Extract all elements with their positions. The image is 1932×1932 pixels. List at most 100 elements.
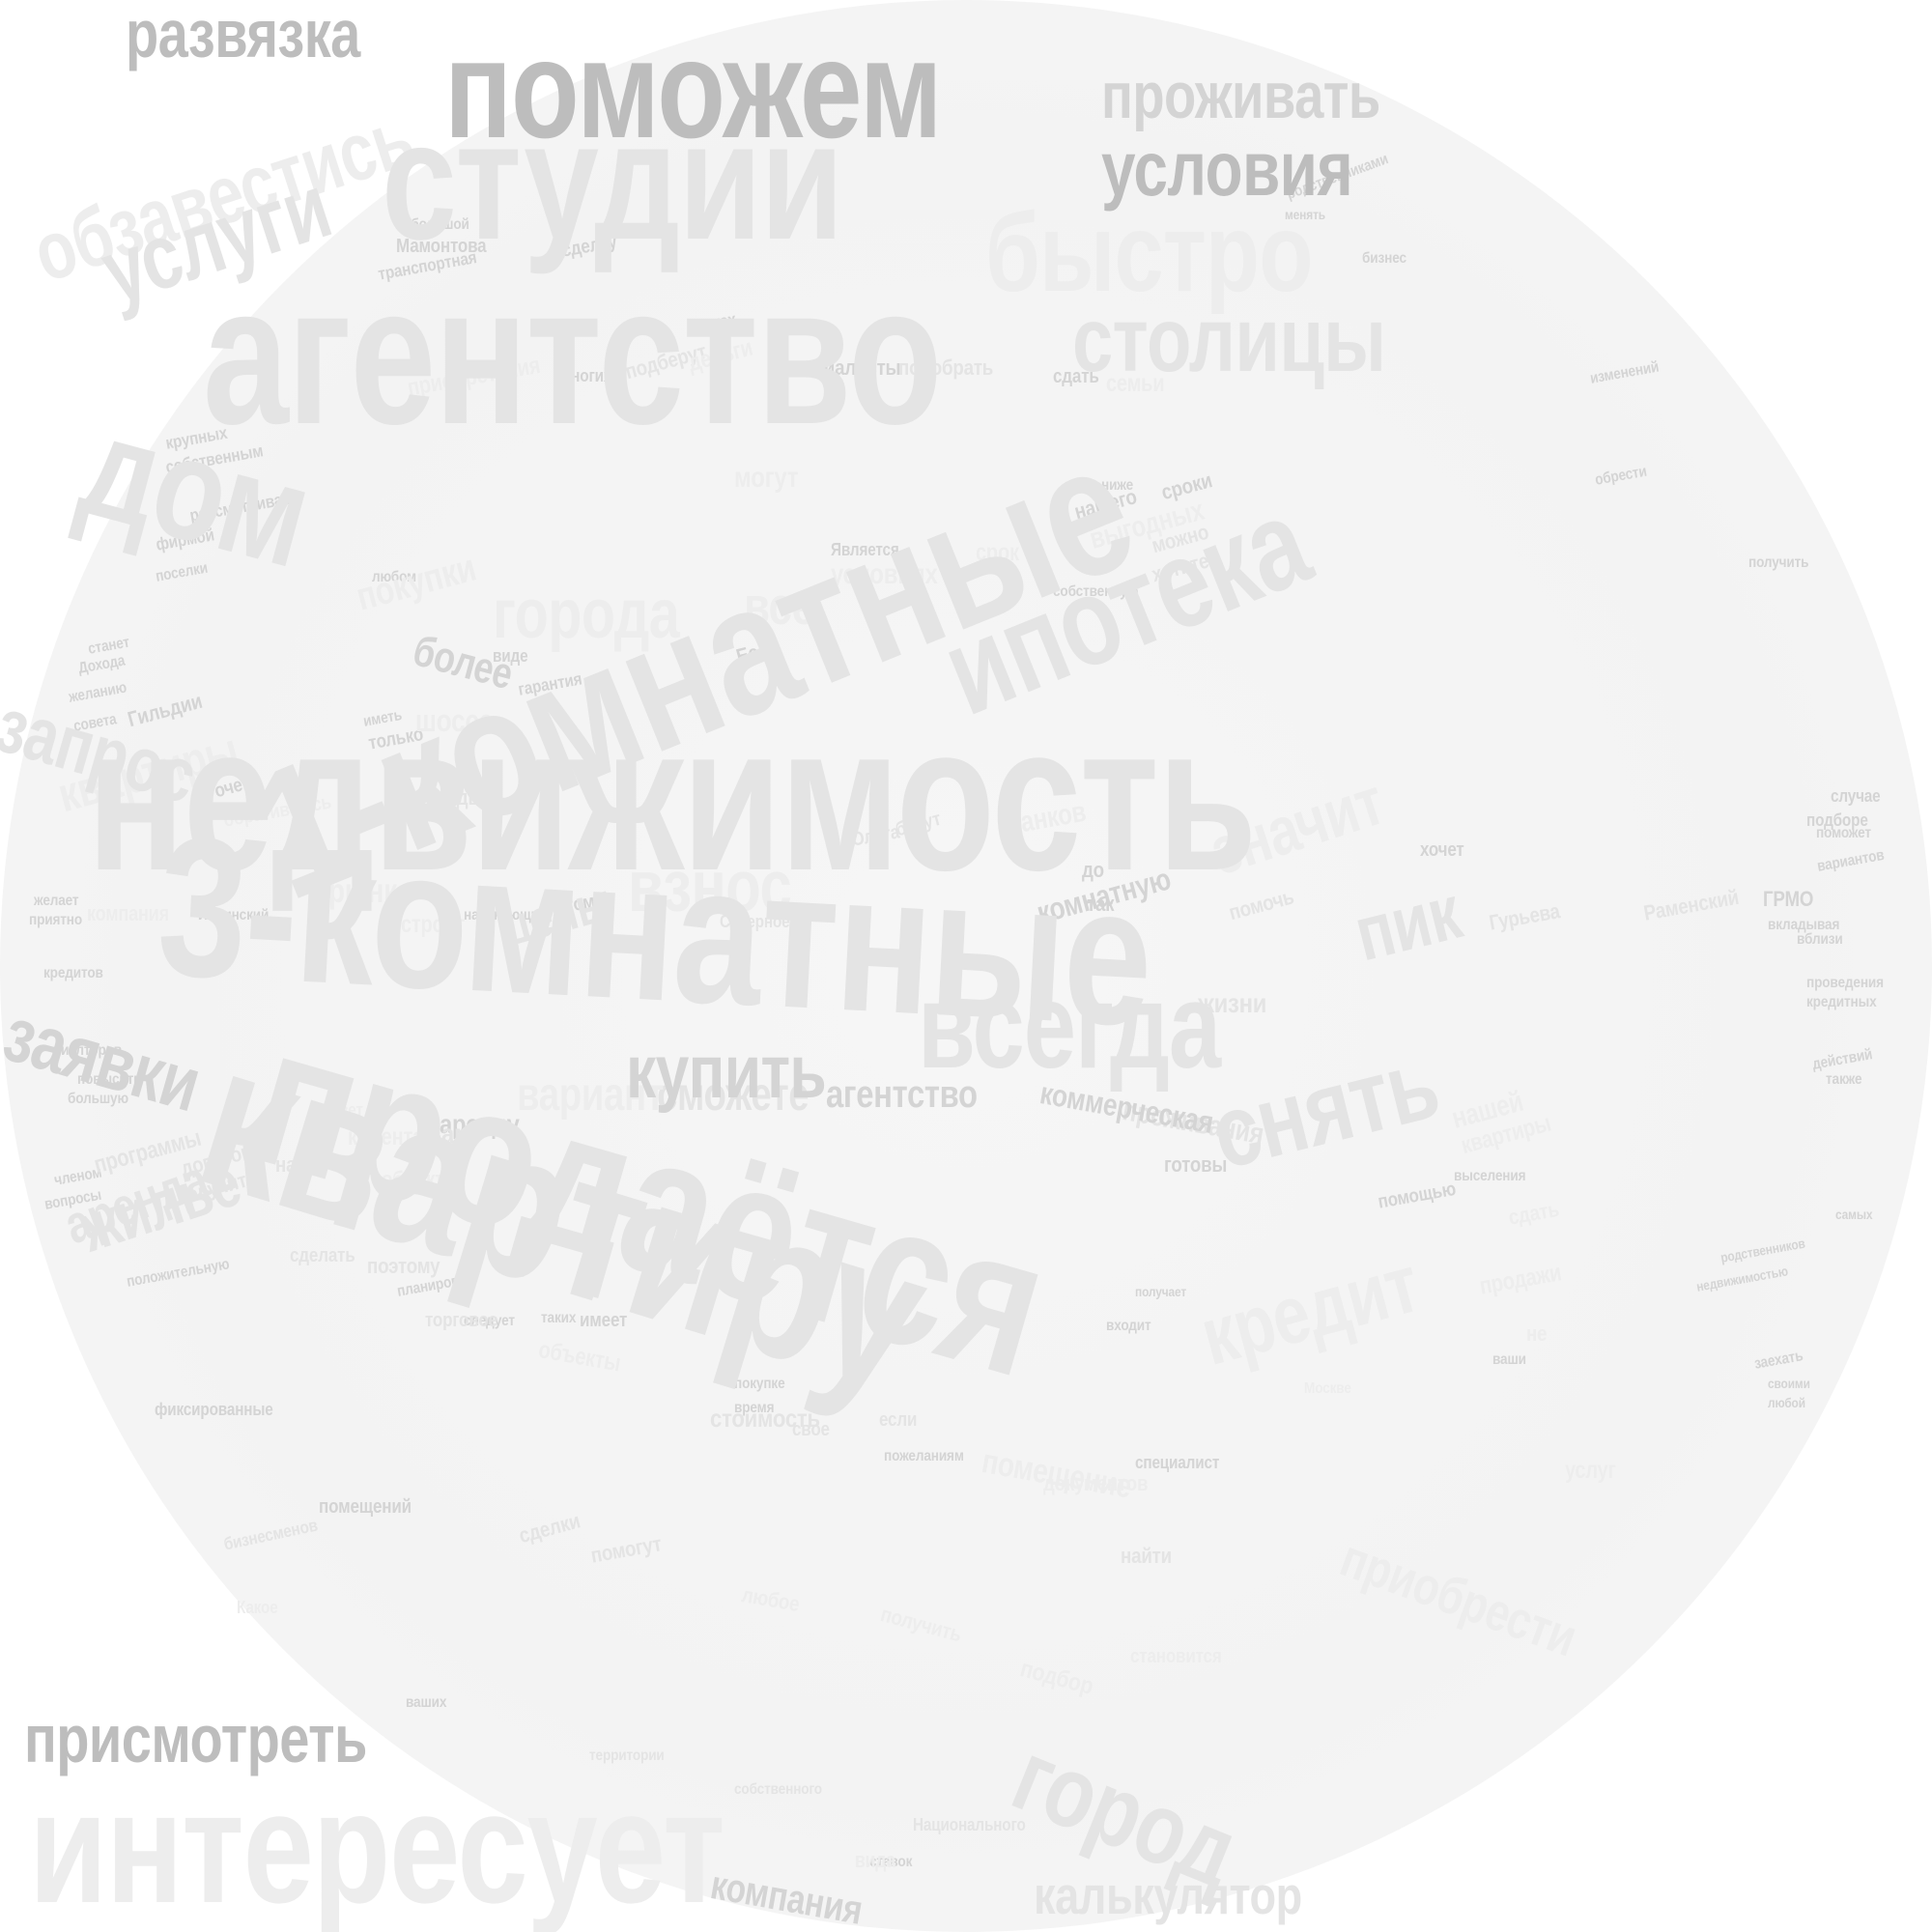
- cloud-word-vashih: ваших: [406, 1694, 447, 1711]
- cloud-word-priyatno: приятно: [29, 912, 83, 928]
- cloud-word-kreditnyh: кредитных: [1806, 994, 1877, 1010]
- cloud-word-hochet: хочет: [1420, 839, 1464, 861]
- cloud-word-sleduet: следует: [464, 1313, 515, 1329]
- cloud-word-severnoe: Северное: [720, 912, 790, 931]
- cloud-word-nacionalnogo: Национального: [913, 1815, 1026, 1834]
- cloud-word-svoe: свое: [792, 1419, 830, 1440]
- cloud-word-nachinayuschih: начинающих: [464, 907, 547, 923]
- cloud-word-nami: нами: [275, 1152, 321, 1177]
- cloud-word-studii: студии: [382, 87, 843, 275]
- cloud-word-tak: так: [1087, 892, 1115, 916]
- cloud-word-vse: все: [744, 576, 815, 636]
- cloud-word-mnogih: многих: [560, 366, 612, 385]
- cloud-word-smozhete: сможете: [657, 1069, 810, 1121]
- cloud-word-prozhivat: проживать: [1101, 59, 1380, 132]
- cloud-word-podobrat: подобрать: [898, 355, 994, 380]
- cloud-word-biznes: бизнес: [1362, 250, 1406, 267]
- cloud-word-lyuboj: любой: [1768, 1395, 1805, 1410]
- cloud-word-arendy: аренды: [415, 785, 484, 810]
- cloud-word-arendu: аренду: [440, 1109, 520, 1139]
- cloud-word-kogda: вида: [855, 1848, 895, 1872]
- cloud-word-stanovitsya: становится: [1130, 1646, 1222, 1667]
- cloud-word-nizhe: ниже: [1101, 477, 1134, 494]
- cloud-word-kreditov: кредитов: [43, 965, 103, 981]
- cloud-word-rieltorov: риэлторов: [53, 1042, 123, 1059]
- cloud-word-podbore: подборе: [1806, 810, 1868, 830]
- cloud-word-lyubom: любом: [372, 569, 416, 585]
- cloud-word-nedvizhimost: недвижимость: [87, 681, 1257, 914]
- cloud-word-taki: таких: [541, 1310, 577, 1326]
- cloud-word-sdelat: сделать: [290, 1245, 355, 1266]
- cloud-word-fiksirovannye: фиксированные: [155, 1400, 273, 1419]
- cloud-word-mamontova: Мамонтова: [396, 236, 487, 257]
- cloud-word-vam: Вам: [425, 1119, 471, 1149]
- cloud-word-bolshuyu: большую: [68, 1091, 128, 1107]
- cloud-word-stavok: ставок: [869, 1854, 913, 1870]
- cloud-word-variant: вариант: [517, 1069, 665, 1121]
- cloud-word-uslovijah: условиях: [831, 558, 938, 590]
- cloud-word-territorii: территории: [589, 1747, 665, 1764]
- cloud-word-vkladyvaya: вкладывая: [1768, 917, 1840, 933]
- cloud-word-gotovy: готовы: [1164, 1152, 1228, 1177]
- cloud-word-provedeniya: проведения: [1806, 975, 1884, 991]
- cloud-word-poluchaet: получает: [1135, 1284, 1187, 1299]
- cloud-word-razvyazka: развязка: [126, 0, 360, 71]
- cloud-word-torgovoe: торговое: [425, 1310, 497, 1331]
- cloud-word-pomeschenij: помещений: [319, 1496, 412, 1518]
- cloud-word-agentstvo2: агентство: [826, 1073, 978, 1116]
- cloud-word-pomozhem: поможем: [444, 11, 943, 167]
- cloud-word-dokumentov: документов: [1043, 1471, 1149, 1495]
- cloud-word-svoimi: своими: [1768, 1376, 1810, 1391]
- cloud-word-ne: не: [1526, 1321, 1548, 1346]
- cloud-word-samyh: самых: [1835, 1207, 1873, 1222]
- cloud-word-pomozhet: поможет: [1816, 825, 1871, 841]
- cloud-word-bystro: быстро: [985, 191, 1313, 315]
- cloud-word-pokupke: покупке: [734, 1376, 785, 1392]
- cloud-word-do: до: [1082, 858, 1104, 882]
- cloud-word-vide: виде: [493, 646, 528, 666]
- cloud-word-sdat: сдать: [1053, 366, 1099, 387]
- cloud-word-sluchae: случае: [1831, 786, 1881, 806]
- cloud-word-obektov: объектов: [382, 1167, 466, 1191]
- cloud-word-spok: срок: [976, 539, 1019, 566]
- cloud-word-menyat: менять: [1285, 207, 1325, 222]
- cloud-word-povysit: повысить: [77, 1071, 142, 1088]
- cloud-word-ilinskij: Ильинский: [198, 907, 270, 923]
- cloud-word-uslug: услуг: [1565, 1457, 1616, 1484]
- cloud-word-specialist: специалист: [1135, 1453, 1220, 1472]
- cloud-word-poetomu: поэтому: [367, 1254, 440, 1278]
- cloud-word-grmo: ГРМО: [1763, 887, 1814, 911]
- cloud-word-moskve: Москве: [1304, 1380, 1351, 1397]
- cloud-word-kalkulyator: калькулятор: [1034, 1865, 1302, 1925]
- cloud-word-kakoe: Какое: [237, 1598, 278, 1617]
- cloud-word-kompaniya2: компания: [87, 901, 169, 925]
- cloud-word-vremya: время: [734, 1400, 775, 1416]
- cloud-word-yavlyaetsya: Является: [831, 540, 899, 559]
- cloud-word-stroit: строит: [401, 911, 466, 938]
- cloud-word-klienta: клиента: [348, 1123, 423, 1151]
- cloud-word-zhizni: жизни: [1198, 988, 1267, 1018]
- cloud-word-vyseleniya: выселения: [1454, 1168, 1526, 1184]
- cloud-word-interesuet: интересует: [29, 1758, 725, 1932]
- cloud-word-stoimost: стоимость: [710, 1404, 820, 1433]
- cloud-word-vsegda: всегда: [918, 959, 1221, 1094]
- cloud-word-sobstvennogo: собственного: [734, 1781, 822, 1798]
- cloud-word-vznos: взнос: [628, 845, 792, 926]
- cloud-word-zhelaet: желает: [34, 893, 79, 909]
- cloud-word-esli: если: [879, 1409, 918, 1431]
- cloud-word-agentstvo: агентство: [203, 244, 943, 466]
- cloud-word-stolitsy: столицы: [1072, 289, 1386, 391]
- cloud-word-vashi: ваши: [1492, 1351, 1526, 1368]
- cloud-word-semi: семьи: [1106, 370, 1165, 397]
- cloud-word-pozhelaniyam: пожеланиям: [884, 1448, 964, 1464]
- cloud-word-kupit: купить: [626, 1029, 827, 1114]
- cloud-word-imeet: имеет: [580, 1310, 628, 1331]
- cloud-word-sobstvennuyu: собственную: [1053, 583, 1139, 600]
- cloud-word-mogut: могут: [734, 462, 799, 494]
- cloud-word-vhodit: входит: [1106, 1318, 1151, 1334]
- cloud-word-nebolshoj: небольшой: [396, 216, 469, 233]
- cloud-word-shosse: шоссе: [415, 703, 494, 738]
- cloud-word-rynke: рынке: [328, 872, 412, 910]
